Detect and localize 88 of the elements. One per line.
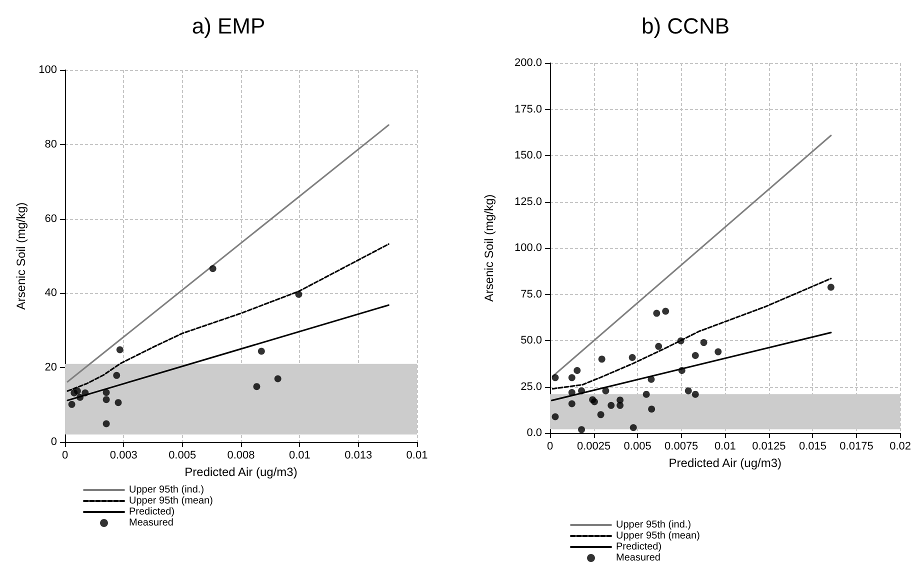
point — [700, 339, 708, 346]
point — [568, 388, 576, 396]
point — [642, 390, 650, 398]
point — [598, 356, 606, 363]
point — [574, 366, 581, 374]
point — [114, 399, 122, 406]
point — [630, 424, 637, 432]
y-tick-label: 60 — [44, 212, 57, 225]
y-axis-title: Arsenic Soil (mg/kg) — [14, 202, 28, 310]
legend-label: Upper 95th (mean) — [129, 496, 213, 506]
point — [692, 390, 699, 398]
point — [608, 402, 615, 409]
x-tick-label: 0.01 — [406, 450, 428, 462]
x-tick-label: 0.013 — [344, 450, 372, 462]
point — [692, 352, 699, 359]
y-tick-label: 50.0 — [520, 334, 542, 346]
x-tick-label: 0.0175 — [840, 440, 874, 452]
point — [82, 389, 89, 396]
point — [209, 265, 216, 272]
legend-label: Predicted) — [616, 542, 662, 552]
x-tick-label: 0.005 — [168, 450, 196, 462]
x-tick-label: 0.0025 — [576, 440, 611, 452]
x-tick-label: 0.0125 — [752, 440, 786, 452]
legend-label: Upper 95th (ind.) — [616, 520, 692, 530]
point — [258, 348, 265, 355]
point — [274, 375, 282, 382]
y-tick-label: 40 — [44, 287, 57, 300]
y-axis-title: Arsenic Soil (mg/kg) — [482, 194, 496, 302]
legend-label: Measured — [616, 552, 660, 564]
point — [116, 346, 124, 354]
y-tick-label: 100.0 — [514, 242, 542, 254]
x-tick-label: 0.0075 — [664, 440, 698, 452]
x-tick-label: 0.01 — [714, 440, 736, 452]
y-tick-label: 80 — [44, 138, 57, 150]
y-tick-label: 125.0 — [514, 196, 542, 208]
point — [677, 337, 684, 344]
point — [662, 308, 670, 315]
chart-title: b) CCNB — [641, 14, 730, 38]
x-tick-label: 0 — [546, 440, 554, 452]
y-tick-label: 25.0 — [520, 380, 542, 393]
point — [552, 374, 559, 382]
y-tick-label: 175.0 — [514, 103, 542, 116]
y-tick-label: 200.0 — [514, 57, 542, 69]
chart-title: a) EMP — [192, 14, 266, 38]
x-axis-title: Predicted Air (ug/m3) — [184, 464, 298, 479]
point — [102, 420, 110, 428]
point — [827, 284, 834, 291]
y-tick-label: 75.0 — [520, 288, 542, 300]
point — [653, 310, 660, 317]
point — [102, 396, 110, 404]
legend-label: Measured — [129, 518, 174, 528]
point — [714, 348, 722, 356]
x-tick-label: 0.008 — [227, 450, 255, 462]
y-tick-label: 20 — [44, 362, 57, 374]
point — [113, 372, 120, 379]
x-tick-label: 0 — [62, 450, 68, 462]
x-tick-label: 0.005 — [624, 440, 652, 452]
legend-label: Predicted) — [129, 506, 175, 518]
point — [684, 387, 692, 394]
x-tick-label: 0.003 — [110, 450, 138, 462]
point — [578, 387, 586, 394]
point — [568, 374, 576, 382]
point — [76, 394, 84, 401]
point — [597, 411, 604, 418]
x-tick-label: 0.015 — [798, 440, 826, 452]
point — [68, 400, 76, 408]
x-tick-label: 0.01 — [288, 450, 310, 462]
point — [602, 387, 610, 394]
point — [648, 406, 656, 413]
point — [295, 290, 302, 298]
legend-label: Upper 95th (ind.) — [129, 484, 204, 496]
x-tick-label: 0.02 — [890, 440, 912, 452]
point — [568, 400, 576, 408]
y-tick-label: 0.0 — [526, 427, 542, 439]
point — [628, 354, 636, 362]
y-tick-label: 150.0 — [514, 150, 542, 162]
point — [648, 376, 655, 383]
point — [74, 388, 81, 395]
x-axis-title: Predicted Air (ug/m3) — [668, 456, 782, 470]
y-tick-label: 100 — [38, 64, 57, 76]
point — [552, 413, 559, 420]
point — [655, 342, 662, 350]
point — [578, 426, 586, 434]
point — [253, 383, 260, 390]
point — [678, 366, 686, 374]
point — [616, 402, 624, 409]
legend-label: Upper 95th (mean) — [616, 530, 700, 542]
point — [102, 389, 110, 396]
